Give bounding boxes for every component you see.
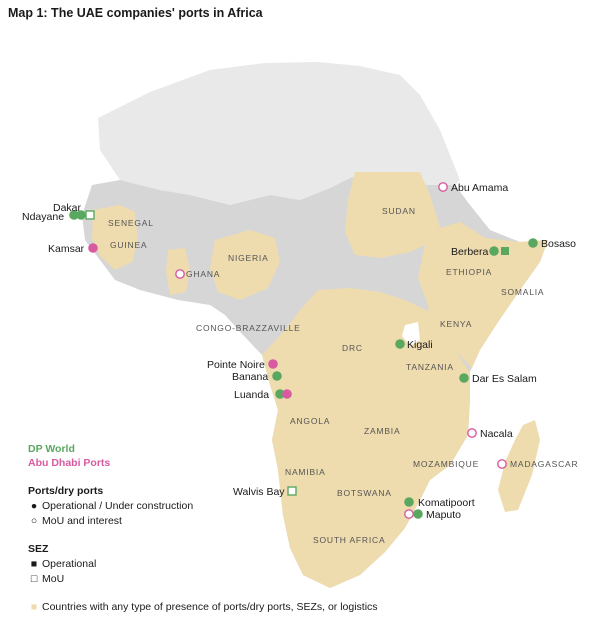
legend-port-operational: ● Operational / Under construction — [28, 500, 193, 512]
marker-berbera — [489, 246, 499, 256]
port-label-komatipoort: Komatipoort — [418, 497, 475, 509]
label-guinea: GUINEA — [110, 240, 147, 250]
port-label-kigali: Kigali — [407, 339, 433, 351]
marker-kamsar — [88, 243, 98, 253]
marker-dar-es-salam — [459, 373, 469, 383]
legend-sez-mou-label: MoU — [42, 573, 65, 585]
label-nigeria: NIGERIA — [228, 253, 269, 263]
country-central-south — [262, 288, 470, 588]
legend-dp-world: DP World — [28, 443, 75, 455]
port-label-bosaso: Bosaso — [541, 238, 576, 250]
lake-victoria — [402, 322, 420, 346]
marker-kigali — [395, 339, 405, 349]
marker-nacala — [467, 428, 477, 438]
legend-sez-operational-label: Operational — [42, 558, 97, 570]
label-ethiopia: ETHIOPIA — [446, 267, 492, 277]
madagascar-island — [498, 420, 540, 512]
label-drc: DRC — [342, 343, 363, 353]
port-label-abu-amama: Abu Amama — [451, 182, 508, 194]
label-congo: CONGO-BRAZZAVILLE — [196, 323, 301, 333]
country-horn — [418, 222, 548, 368]
label-somalia: SOMALIA — [501, 287, 544, 297]
marker-maputo-mou — [404, 509, 414, 519]
country-sudan — [345, 172, 440, 258]
filled-circle-icon: ● — [30, 500, 38, 512]
marker-walvis-bay-sez-mou — [287, 486, 297, 496]
port-label-banana: Banana — [232, 371, 268, 383]
legend-port-mou: ○ MoU and interest — [28, 515, 122, 527]
port-label-luanda: Luanda — [234, 389, 269, 401]
marker-berbera-sez — [501, 247, 509, 255]
marker-madagascar — [497, 459, 507, 469]
label-kenya: KENYA — [440, 319, 472, 329]
label-tanzania: TANZANIA — [406, 362, 454, 372]
port-label-pointe-noire: Pointe Noire — [207, 359, 265, 371]
port-label-dar-es-salam: Dar Es Salam — [472, 373, 537, 385]
legend-ports-title: Ports/dry ports — [28, 485, 104, 497]
marker-bosaso — [528, 238, 538, 248]
label-mozambique: MOZAMBIQUE — [413, 459, 479, 469]
port-label-berbera: Berbera — [451, 246, 489, 258]
port-label-kamsar: Kamsar — [48, 243, 85, 255]
legend-sez-mou: □ MoU — [28, 573, 64, 585]
label-botswana: BOTSWANA — [337, 488, 392, 498]
label-south-africa: SOUTH AFRICA — [313, 535, 385, 545]
marker-maputo — [413, 509, 423, 519]
port-label-ndayane: Ndayane — [22, 211, 64, 223]
filled-square-icon: ■ — [30, 558, 38, 570]
open-circle-icon: ○ — [30, 515, 38, 527]
marker-luanda-ad — [282, 389, 292, 399]
legend-port-mou-label: MoU and interest — [42, 515, 122, 527]
legend-sez-operational: ■ Operational — [28, 558, 96, 570]
label-ghana: GHANA — [186, 269, 220, 279]
country-nigeria — [210, 230, 280, 300]
open-square-icon: □ — [30, 573, 38, 585]
map-title: Map 1: The UAE companies' ports in Afric… — [8, 6, 263, 20]
port-label-dakar: Dakar — [53, 202, 82, 214]
marker-ndayane — [76, 210, 86, 220]
label-namibia: NAMIBIA — [285, 467, 326, 477]
label-angola: ANGOLA — [290, 416, 330, 426]
port-label-walvis-bay: Walvis Bay — [233, 486, 285, 498]
label-madagascar: MADAGASCAR — [510, 459, 578, 469]
country-senegal-guinea — [92, 205, 138, 270]
marker-dakar — [69, 210, 79, 220]
port-label-maputo: Maputo — [426, 509, 461, 521]
label-senegal: SENEGAL — [108, 218, 154, 228]
label-zambia: ZAMBIA — [364, 426, 400, 436]
north-africa-landmass — [98, 62, 460, 205]
legend-abu-dhabi-ports: Abu Dhabi Ports — [28, 457, 111, 469]
legend-presence: ■ Countries with any type of presence of … — [28, 601, 378, 613]
marker-ghana — [175, 269, 185, 279]
port-label-nacala: Nacala — [480, 428, 513, 440]
marker-luanda-dp — [275, 389, 285, 399]
legend-sez-title: SEZ — [28, 543, 49, 555]
legend-presence-label: Countries with any type of presence of p… — [42, 601, 378, 613]
legend-port-operational-label: Operational / Under construction — [42, 500, 194, 512]
marker-abu-amama — [438, 182, 448, 192]
marker-pointe-noire — [268, 359, 278, 369]
marker-komatipoort — [404, 497, 414, 507]
port-markers — [69, 182, 538, 519]
marker-banana — [272, 371, 282, 381]
label-sudan: SUDAN — [382, 206, 416, 216]
beige-square-icon: ■ — [30, 601, 38, 613]
presence-countries — [92, 172, 548, 588]
marker-ndayane-sez-mou — [85, 210, 95, 220]
